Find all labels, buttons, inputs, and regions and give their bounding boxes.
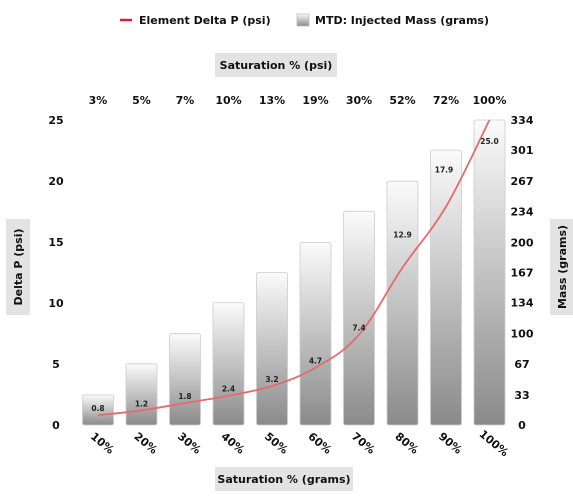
top-tick-label: 30% [346, 94, 372, 107]
bottom-tick-label: 50% [262, 430, 291, 457]
top-tick-label: 3% [89, 94, 108, 107]
bottom-tick-label: 90% [436, 430, 465, 457]
right-tick-label: 267 [511, 175, 534, 188]
top-tick-label: 19% [302, 94, 328, 107]
bar [343, 210, 375, 426]
right-tick-label: 134 [511, 297, 534, 310]
left-tick-label: 20 [48, 175, 64, 188]
top-tick-label: 52% [389, 94, 415, 107]
top-axis-title: Saturation % (psi) [215, 53, 337, 77]
top-tick-label: 5% [132, 94, 151, 107]
right-tick-label: 100 [511, 328, 534, 341]
svg-text:Delta P (psi): Delta P (psi) [12, 228, 25, 305]
left-tick-label: 15 [48, 236, 63, 249]
right-axis-ticks: 0 33 67 100 134 167 200 234 267 301 334 [511, 114, 534, 432]
right-tick-label: 234 [511, 205, 534, 218]
bar [82, 394, 114, 426]
bar-series [82, 119, 506, 426]
legend-bar-swatch [296, 13, 310, 27]
left-tick-label: 0 [52, 419, 60, 432]
bar [430, 149, 462, 426]
bottom-tick-label: 40% [218, 430, 247, 457]
bar [299, 241, 332, 426]
bar [212, 302, 245, 426]
data-label: 25.0 [480, 137, 499, 146]
bottom-tick-label: 20% [131, 430, 160, 457]
bottom-tick-label: 100% [477, 427, 511, 459]
data-label: 0.8 [91, 404, 104, 413]
data-label: 7.4 [352, 324, 365, 333]
top-tick-label: 72% [433, 94, 459, 107]
bottom-tick-label: 30% [175, 430, 204, 457]
bar [256, 272, 288, 426]
svg-text:Saturation % (psi): Saturation % (psi) [220, 59, 333, 72]
right-tick-label: 67 [514, 358, 529, 371]
bottom-axis-title: Saturation % (grams) [215, 467, 353, 491]
top-axis-ticks: 3% 5% 7% 10% 13% 19% 30% 52% 72% 100% [89, 94, 507, 107]
right-tick-label: 301 [511, 144, 534, 157]
bar [169, 333, 201, 426]
bottom-tick-label: 10% [88, 430, 117, 457]
right-tick-label: 0 [518, 419, 526, 432]
bottom-tick-label: 80% [392, 430, 421, 457]
data-label: 4.7 [309, 357, 322, 366]
delta-p-line [97, 119, 491, 417]
bottom-tick-label: 70% [349, 430, 378, 457]
data-label: 1.2 [135, 399, 148, 408]
bar [473, 119, 506, 426]
bottom-axis-ticks: 10% 20% 30% 40% 50% 60% 70% 80% 90% 100% [88, 427, 511, 459]
left-axis-ticks: 0 5 10 15 20 25 [48, 114, 64, 432]
data-label: 3.2 [265, 375, 278, 384]
left-tick-label: 5 [52, 358, 60, 371]
right-tick-label: 334 [511, 114, 534, 127]
top-tick-label: 100% [473, 94, 507, 107]
right-tick-label: 33 [514, 389, 529, 402]
bar [386, 180, 419, 426]
data-label: 17.9 [435, 166, 454, 175]
line-series: 0.8 1.2 1.8 2.4 3.2 4.7 7.4 12.9 17.9 25.0 [91, 119, 499, 417]
data-label: 1.8 [178, 392, 191, 401]
legend-line-label: Element Delta P (psi) [139, 14, 271, 27]
bar [125, 363, 158, 426]
svg-text:Saturation % (grams): Saturation % (grams) [217, 473, 350, 486]
svg-text:Mass (grams): Mass (grams) [556, 225, 569, 309]
top-tick-label: 7% [176, 94, 195, 107]
left-axis-title: Delta P (psi) [6, 219, 30, 315]
left-tick-label: 25 [48, 114, 63, 127]
legend-bar-label: MTD: Injected Mass (grams) [315, 14, 489, 27]
top-tick-label: 13% [259, 94, 285, 107]
legend: Element Delta P (psi) MTD: Injected Mass… [120, 13, 489, 27]
right-tick-label: 200 [511, 236, 534, 249]
data-label: 2.4 [222, 385, 235, 394]
top-tick-label: 10% [215, 94, 241, 107]
right-axis-title: Mass (grams) [550, 219, 573, 315]
data-label: 12.9 [393, 231, 412, 240]
right-tick-label: 167 [511, 267, 534, 280]
bottom-tick-label: 60% [305, 430, 334, 457]
left-tick-label: 10 [48, 297, 64, 310]
